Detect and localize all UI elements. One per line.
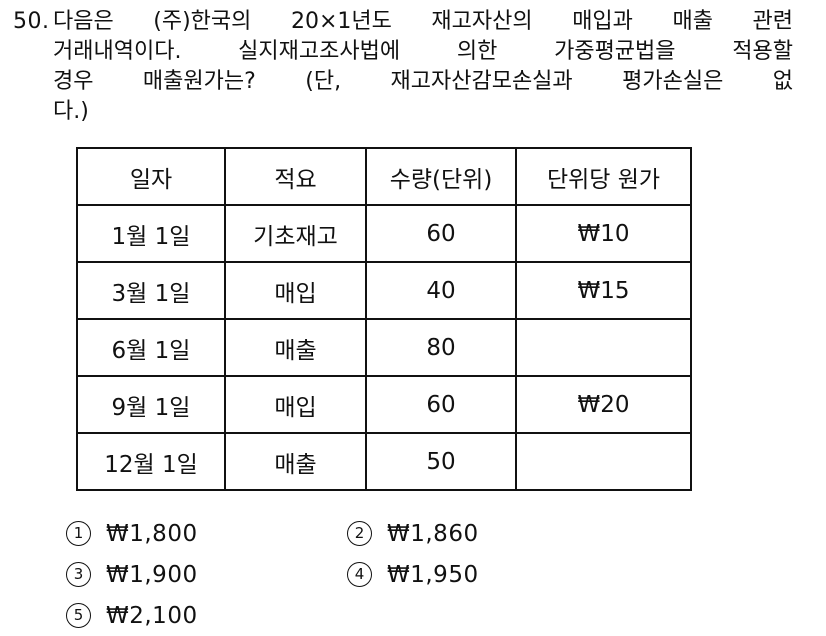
question-text: 다음은 (주)한국의 20×1년도 재고자산의 매입과 매출 관련 거래내역이다…	[53, 7, 793, 127]
cell-quantity: 80	[365, 318, 517, 377]
cell-description: 매출	[224, 432, 367, 491]
cell-unit-cost	[515, 318, 692, 377]
choice-label: ₩1,800	[106, 520, 198, 547]
cell-quantity: 60	[365, 375, 517, 434]
choice-label: ₩1,900	[106, 561, 198, 588]
cell-description: 기초재고	[224, 204, 367, 263]
cell-date: 1월 1일	[76, 204, 226, 263]
table-row: 1월 1일 기초재고 60 ₩10	[76, 204, 692, 263]
circled-number-icon: 2	[347, 521, 372, 546]
cell-description: 매출	[224, 318, 367, 377]
question-block: 50. 다음은 (주)한국의 20×1년도 재고자산의 매입과 매출 관련 거래…	[13, 7, 793, 127]
cell-date: 3월 1일	[76, 261, 226, 320]
circled-number-icon: 1	[66, 521, 91, 546]
question-number: 50.	[13, 9, 50, 34]
cell-unit-cost: ₩20	[515, 375, 692, 434]
question-line: 거래내역이다. 실지재고조사법에 의한 가중평균법을 적용할	[53, 39, 793, 64]
cell-unit-cost: ₩10	[515, 204, 692, 263]
question-line: 다.)	[53, 99, 89, 124]
question-line: 다음은 (주)한국의 20×1년도 재고자산의 매입과 매출 관련	[53, 9, 793, 34]
cell-description: 매입	[224, 375, 367, 434]
cell-description: 매입	[224, 261, 367, 320]
cell-unit-cost: ₩15	[515, 261, 692, 320]
table-row: 12월 1일 매출 50	[76, 432, 692, 491]
table-row: 9월 1일 매입 60 ₩20	[76, 375, 692, 434]
choice-4: 4 ₩1,950	[347, 561, 666, 588]
inventory-table: 일자 적요 수량(단위) 단위당 원가 1월 1일 기초재고 60 ₩10 3월…	[76, 147, 692, 491]
circled-number-icon: 5	[66, 603, 91, 628]
header-unit-cost: 단위당 원가	[515, 147, 692, 206]
circled-number-icon: 4	[347, 562, 372, 587]
table-header-row: 일자 적요 수량(단위) 단위당 원가	[76, 147, 692, 206]
cell-quantity: 40	[365, 261, 517, 320]
cell-date: 12월 1일	[76, 432, 226, 491]
choice-label: ₩1,860	[387, 520, 479, 547]
choice-label: ₩1,950	[387, 561, 479, 588]
cell-quantity: 60	[365, 204, 517, 263]
answer-choices: 1 ₩1,800 2 ₩1,860 3 ₩1,900 4 ₩1,950 5 ₩2…	[66, 520, 666, 629]
header-quantity: 수량(단위)	[365, 147, 517, 206]
choice-2: 2 ₩1,860	[347, 520, 666, 547]
choice-label: ₩2,100	[106, 602, 198, 629]
question-line: 경우 매출원가는? (단, 재고자산감모손실과 평가손실은 없	[53, 69, 793, 94]
circled-number-icon: 3	[66, 562, 91, 587]
choice-3: 3 ₩1,900	[66, 561, 347, 588]
table-row: 3월 1일 매입 40 ₩15	[76, 261, 692, 320]
cell-date: 6월 1일	[76, 318, 226, 377]
cell-unit-cost	[515, 432, 692, 491]
cell-date: 9월 1일	[76, 375, 226, 434]
table-row: 6월 1일 매출 80	[76, 318, 692, 377]
header-description: 적요	[224, 147, 367, 206]
cell-quantity: 50	[365, 432, 517, 491]
choice-1: 1 ₩1,800	[66, 520, 347, 547]
choice-5: 5 ₩2,100	[66, 602, 347, 629]
header-date: 일자	[76, 147, 226, 206]
